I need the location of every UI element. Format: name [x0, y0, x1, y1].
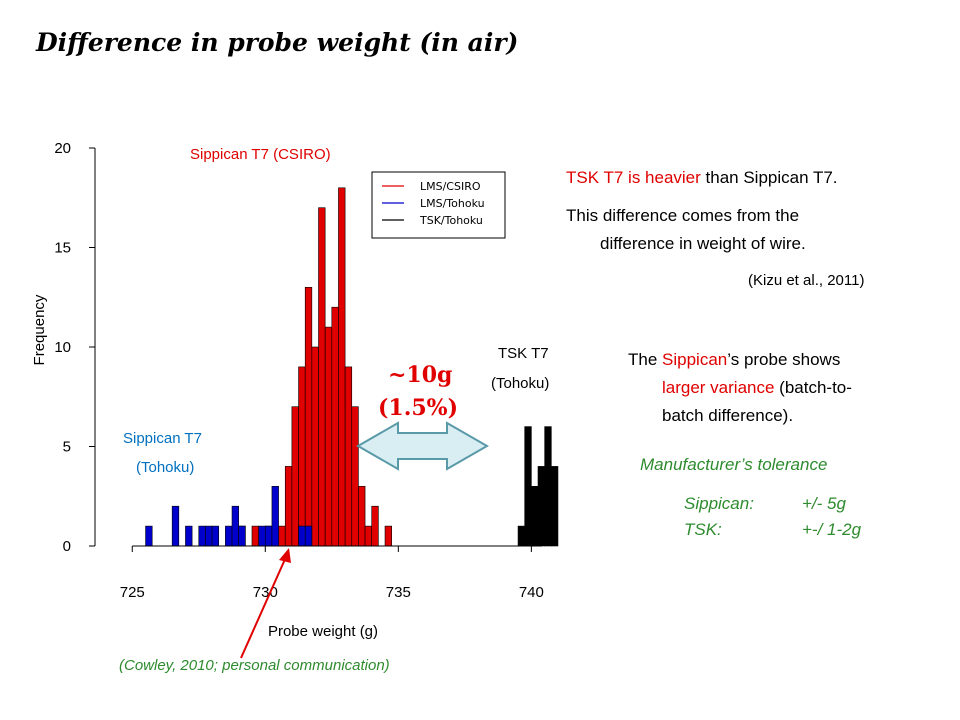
bar-lms-tohoku-2: [185, 525, 193, 547]
pointer-arrowhead-icon: [279, 548, 291, 563]
bar-tsk-tohoku-4: [544, 426, 552, 547]
bar-tsk-tohoku-3: [537, 466, 545, 547]
label-sippican-csiro: Sippican T7 (CSIRO): [190, 146, 331, 163]
pointer-line: [240, 556, 287, 659]
bars-group: [145, 187, 559, 547]
bar-lms-tohoku-4: [205, 525, 213, 547]
bar-tsk-tohoku-1: [524, 426, 532, 547]
text-difference-line1: This difference comes from the: [566, 206, 800, 225]
bar-lms-tohoku-13: [304, 525, 313, 547]
bar-lms-csiro-8: [304, 286, 313, 547]
bar-lms-csiro-11: [324, 326, 333, 547]
x-tick-label-740: 740: [519, 584, 544, 601]
text-variance-line1: The Sippican’s probe shows: [628, 350, 840, 370]
axes-group: 0 5 10 15 20 725 730 735 740 Probe weight (g) Freq…: [31, 140, 544, 640]
label-sippican-tohoku-2: (Tohoku): [136, 459, 195, 476]
bar-lms-csiro-12: [331, 306, 339, 547]
bar-tsk-tohoku-2: [531, 485, 539, 547]
label-tsk-1: TSK T7: [498, 345, 549, 362]
text-tol-tsk-value: +-/ 1-2g: [802, 520, 862, 539]
bar-lms-csiro-14: [344, 366, 353, 547]
text-variance-c: ’s probe shows: [727, 350, 841, 369]
bar-lms-tohoku-8: [238, 525, 246, 547]
bar-lms-tohoku-0: [145, 525, 153, 547]
text-tsk-heavier-rest: than Sippican T7.: [700, 168, 838, 187]
legend-entry-0: LMS/CSIRO: [420, 180, 481, 193]
text-batch: (batch-to-: [774, 378, 852, 397]
bar-lms-csiro-18: [371, 505, 379, 547]
slide-title: Difference in probe weight (in air): [36, 28, 519, 57]
x-tick-label-730: 730: [253, 584, 278, 601]
text-tol-tsk-name: TSK:: [684, 520, 722, 539]
x-tick-label-735: 735: [386, 584, 411, 601]
y-tick-label-20: 20: [54, 140, 71, 157]
bar-lms-tohoku-5: [211, 525, 220, 547]
bar-lms-tohoku-1: [171, 505, 180, 547]
bar-lms-csiro-19: [384, 525, 392, 547]
text-variance-sippican: Sippican: [662, 350, 728, 369]
label-diff-grams: ~10g: [388, 362, 453, 388]
y-tick-label-0: 0: [63, 538, 71, 555]
label-tsk-2: (Tohoku): [491, 375, 550, 392]
bar-lms-csiro-10: [318, 207, 326, 547]
bar-lms-csiro-6: [291, 406, 299, 547]
label-sippican-tohoku-1: Sippican T7: [123, 430, 202, 447]
x-axis-label: Probe weight (g): [268, 623, 378, 640]
text-tsk-heavier: TSK T7 is heavier than Sippican T7.: [566, 168, 838, 188]
legend-entry-1: LMS/Tohoku: [420, 197, 485, 210]
y-tick-label-10: 10: [54, 339, 71, 356]
bar-lms-csiro-7: [298, 366, 306, 547]
legend-entry-2: TSK/Tohoku: [419, 214, 483, 227]
bar-lms-csiro-4: [278, 525, 286, 547]
bar-lms-tohoku-12: [298, 525, 306, 547]
double-arrow-icon: [355, 421, 490, 471]
y-axis-label: Frequency: [31, 294, 48, 365]
y-tick-label-5: 5: [63, 439, 71, 456]
text-tolerance-title: Manufacturer’s tolerance: [640, 455, 828, 474]
text-kizu-citation: (Kizu et al., 2011): [748, 272, 865, 289]
bar-lms-tohoku-11: [271, 485, 279, 547]
bar-lms-csiro-15: [351, 406, 359, 547]
bar-lms-tohoku-7: [231, 505, 239, 547]
bar-lms-tohoku-6: [225, 525, 233, 547]
bar-lms-csiro-16: [358, 485, 366, 547]
text-difference-line2: difference in weight of wire.: [600, 234, 806, 253]
text-larger-variance: larger variance: [662, 378, 775, 397]
bar-lms-tohoku-9: [258, 525, 266, 547]
bar-lms-tohoku-3: [198, 525, 206, 547]
text-tsk-heavier-highlight: TSK T7 is heavier: [566, 168, 701, 187]
text-variance-line2: larger variance (batch-to-: [662, 378, 852, 398]
source-citation: (Cowley, 2010; personal communication): [119, 657, 390, 674]
text-variance-line3: batch difference).: [662, 406, 794, 425]
x-tick-label-725: 725: [120, 584, 145, 601]
bar-lms-csiro-17: [364, 525, 373, 547]
label-diff-percent: (1.5%): [378, 395, 458, 421]
bar-lms-csiro-9: [311, 346, 319, 547]
text-variance-a: The: [628, 350, 663, 369]
text-tol-sippican-name: Sippican:: [684, 494, 754, 513]
bar-tsk-tohoku-5: [551, 466, 559, 547]
legend: LMS/CSIRO LMS/Tohoku TSK/Tohoku: [371, 171, 506, 239]
bar-lms-tohoku-10: [264, 525, 273, 547]
bar-lms-csiro-1: [251, 525, 259, 547]
bar-tsk-tohoku-0: [517, 525, 526, 547]
y-tick-label-15: 15: [54, 240, 71, 257]
annotation-overlay: [240, 421, 490, 659]
text-tol-sippican-value: +/- 5g: [802, 494, 846, 513]
bar-lms-csiro-13: [338, 187, 346, 547]
legend-box: [371, 171, 506, 239]
bar-lms-csiro-5: [284, 466, 293, 547]
